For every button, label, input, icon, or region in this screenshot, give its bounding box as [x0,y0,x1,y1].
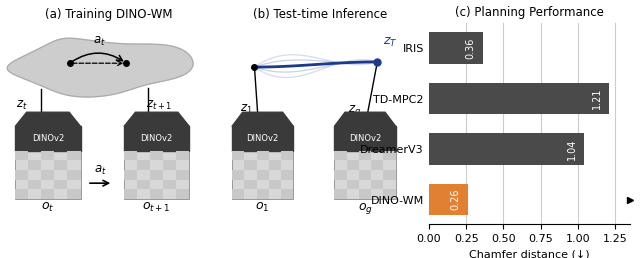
Bar [163,180,176,189]
Text: $a_t$: $a_t$ [93,35,106,48]
Bar [347,160,359,170]
Bar [42,151,54,160]
Bar [429,83,609,114]
Bar [42,189,54,199]
Bar [176,189,189,199]
Bar [232,151,293,199]
Text: (b) Test-time Inference: (b) Test-time Inference [253,8,387,21]
Bar [124,151,189,199]
X-axis label: Chamfer distance (↓): Chamfer distance (↓) [469,250,590,258]
Text: $o_{t+1}$: $o_{t+1}$ [142,201,171,214]
Text: DINOv2: DINOv2 [349,134,381,143]
Polygon shape [334,126,396,151]
Text: 1.04: 1.04 [566,139,577,160]
Bar [257,170,269,180]
Bar [28,180,42,189]
Text: $z_{t+1}$: $z_{t+1}$ [146,99,172,112]
Bar [28,160,42,170]
Text: (a) Training DINO-WM: (a) Training DINO-WM [45,8,173,21]
Bar [281,189,293,199]
Text: $z_1$: $z_1$ [240,103,253,116]
Bar [334,151,396,199]
Bar [383,151,396,160]
Bar [137,160,150,170]
Polygon shape [124,112,189,126]
Text: 0.26: 0.26 [450,189,460,210]
Bar [150,189,163,199]
Text: $o_g$: $o_g$ [358,201,372,216]
Bar [334,189,347,199]
Text: $z_T$: $z_T$ [383,36,398,49]
Bar [54,160,67,170]
Polygon shape [15,126,81,151]
Bar [15,189,28,199]
Polygon shape [7,38,193,97]
Bar [163,160,176,170]
Bar [383,170,396,180]
Bar [359,170,371,180]
Bar [232,189,244,199]
Bar [150,151,163,160]
Bar [232,151,244,160]
Text: $z_g$: $z_g$ [348,103,362,118]
Bar [383,189,396,199]
Bar [269,180,281,189]
Bar [371,160,383,170]
Bar [54,180,67,189]
Bar [67,151,81,160]
Bar [124,189,137,199]
Bar [281,170,293,180]
Bar [67,189,81,199]
Bar [124,151,137,160]
Bar [334,170,347,180]
Bar [67,170,81,180]
Text: DINOv2: DINOv2 [246,134,279,143]
Text: DINOv2: DINOv2 [141,134,173,143]
Text: $o_1$: $o_1$ [255,201,270,214]
Bar [429,32,483,64]
Polygon shape [15,112,81,126]
Bar [232,170,244,180]
Text: $z_t$: $z_t$ [16,99,28,112]
Bar [124,170,137,180]
Polygon shape [232,126,293,151]
Bar [371,180,383,189]
Text: 0.36: 0.36 [465,37,475,59]
Bar [347,180,359,189]
Text: DINOv2: DINOv2 [32,134,64,143]
Bar [15,151,28,160]
Bar [334,151,347,160]
Polygon shape [232,112,293,126]
Polygon shape [334,112,396,126]
Bar [359,189,371,199]
Bar [15,151,81,199]
Bar [257,151,269,160]
Bar [269,160,281,170]
Bar [42,170,54,180]
Bar [281,151,293,160]
Text: $o_t$: $o_t$ [41,201,54,214]
Polygon shape [124,126,189,151]
Bar [244,180,257,189]
Bar [176,151,189,160]
Bar [150,170,163,180]
Bar [137,180,150,189]
Bar [429,133,584,165]
Bar [15,170,28,180]
Bar [176,170,189,180]
Text: $a_t$: $a_t$ [93,164,106,177]
Bar [244,160,257,170]
Bar [257,189,269,199]
Text: 1.21: 1.21 [592,88,602,109]
Bar [429,184,468,215]
Bar [359,151,371,160]
Title: (c) Planning Performance: (c) Planning Performance [455,6,604,19]
